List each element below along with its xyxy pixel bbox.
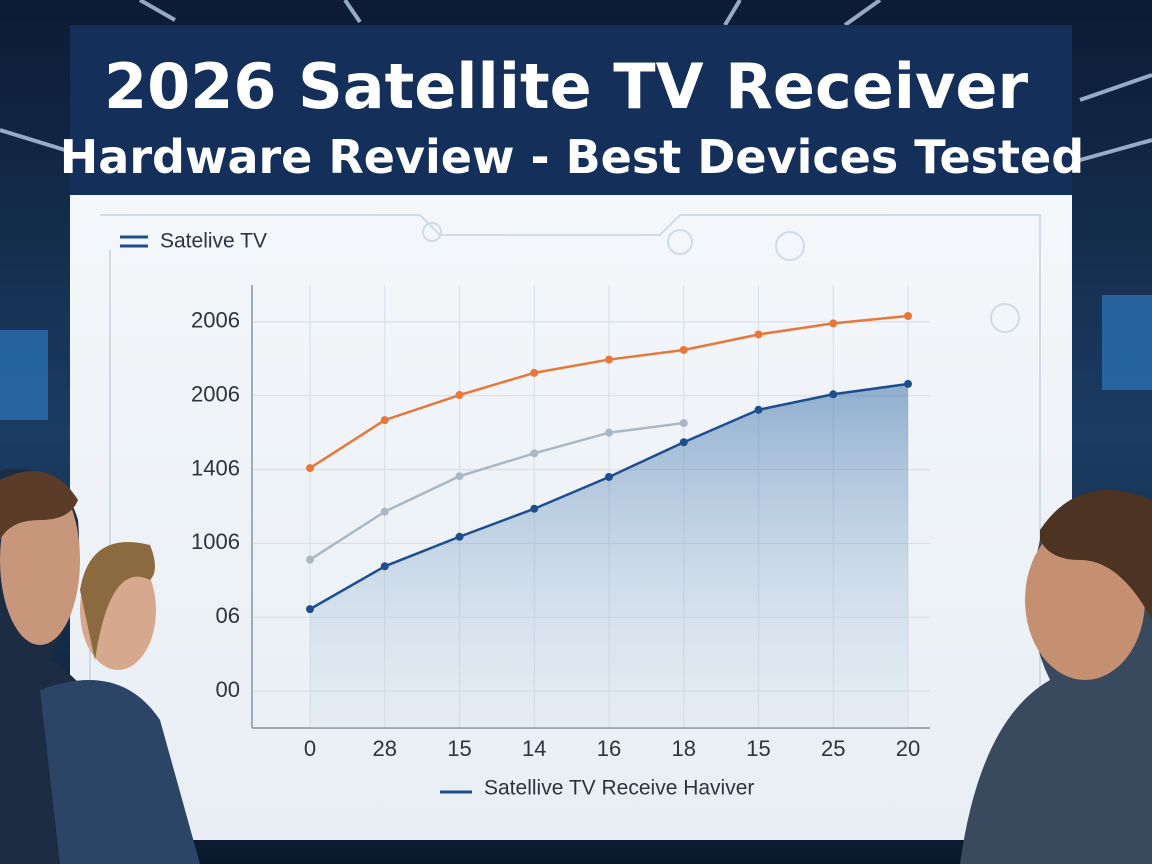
- monitor: [1102, 295, 1152, 390]
- point: [754, 330, 763, 339]
- y-tick-label: 06: [216, 603, 240, 628]
- subtitle: Satelive TV: [160, 230, 267, 253]
- line: [309, 421, 684, 561]
- x-tick-label: 14: [522, 736, 546, 761]
- title-banner: [70, 25, 1072, 195]
- point: [754, 405, 763, 414]
- point: [455, 532, 464, 541]
- x-tick-label: 16: [597, 736, 621, 761]
- chart-title: Hardware Review - Best Devices Tested: [60, 130, 1084, 184]
- y-tick-label: 00: [216, 677, 240, 702]
- point: [306, 605, 314, 614]
- point: [455, 472, 464, 481]
- point: [380, 562, 389, 571]
- point: [679, 419, 688, 428]
- point: [605, 355, 613, 364]
- legend-label: Satellive TV Receive Haviver: [484, 777, 754, 800]
- y-tick-label: 2006: [191, 308, 240, 333]
- chart-title: 2026 Satellite TV Receiver: [104, 50, 1029, 123]
- x-tick-label: 25: [821, 736, 845, 761]
- point: [455, 391, 464, 400]
- point: [530, 368, 539, 377]
- x-tick-label: 15: [746, 736, 770, 761]
- ceiling-lights: [0, 0, 1152, 162]
- y-tick-label: 2006: [191, 382, 240, 407]
- x-tick-label: 28: [373, 736, 397, 761]
- audience: [0, 468, 1152, 864]
- point: [829, 390, 838, 399]
- point: [380, 507, 389, 516]
- point: [605, 428, 613, 437]
- x-tick-label: 20: [896, 736, 920, 761]
- point: [904, 379, 912, 388]
- point: [829, 319, 838, 328]
- point: [530, 449, 539, 458]
- point: [306, 555, 314, 564]
- y-tick-label: 1006: [191, 529, 240, 554]
- area: [310, 383, 908, 728]
- point: [605, 472, 613, 481]
- monitor: [0, 330, 48, 420]
- x-tick-label: 15: [447, 736, 471, 761]
- point: [679, 345, 688, 354]
- point: [380, 416, 389, 425]
- y-tick-label: 1406: [191, 455, 240, 480]
- point: [306, 464, 314, 473]
- x-tick-label: 0: [304, 736, 316, 761]
- plot: 00 06 1006 1406 2006 2006 0 28 15 14 16 18 15 25 20 Sat…: [191, 285, 930, 800]
- point: [530, 504, 539, 513]
- x-tick-label: 18: [672, 736, 696, 761]
- point: [904, 312, 912, 321]
- point: [679, 438, 688, 447]
